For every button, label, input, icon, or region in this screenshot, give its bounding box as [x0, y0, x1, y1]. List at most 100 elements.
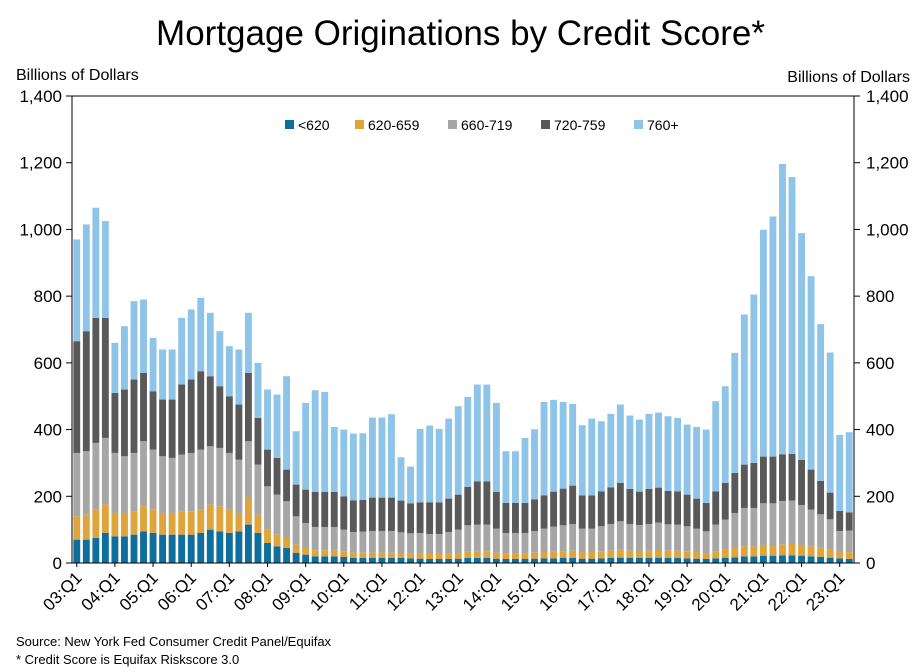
bar-segment-23-Q2-2 [845, 530, 853, 553]
bar-segment-04-Q4-4 [140, 299, 147, 373]
bar-segment-16-Q1-3 [569, 485, 577, 524]
y-tick-label-right: 0 [866, 554, 875, 573]
bar-segment-09-Q1-1 [302, 547, 310, 555]
bar-segment-13-Q3-1 [473, 551, 481, 558]
bar-segment-19-Q4-3 [712, 491, 720, 525]
bar-segment-15-Q2-3 [540, 495, 548, 529]
bar-segment-10-Q4-2 [368, 530, 376, 553]
bar-segment-09-Q4-2 [330, 526, 338, 551]
bar-segment-12-Q2-2 [426, 533, 434, 554]
bar-segment-19-Q1-1 [683, 551, 691, 559]
bar-segment-03-Q4-4 [101, 221, 109, 318]
bar-segment-05-Q2-0 [159, 534, 167, 563]
bar-segment-04-Q1-1 [111, 512, 119, 537]
bar-segment-13-Q1-0 [454, 558, 462, 563]
y-axis-label-left: Billions of Dollars [16, 67, 139, 84]
bar-segment-03-Q3-2 [92, 442, 100, 510]
bar-segment-14-Q3-3 [512, 502, 519, 533]
bar-segment-20-Q2-2 [731, 512, 739, 548]
bar-segment-10-Q2-3 [349, 500, 357, 532]
bar-segment-11-Q3-1 [397, 552, 405, 558]
bar-segment-04-Q3-3 [130, 379, 138, 453]
bar-segment-16-Q3-2 [588, 528, 596, 552]
bar-segment-17-Q1-0 [607, 558, 615, 563]
bar-segment-16-Q2-3 [578, 495, 586, 529]
bar-segment-03-Q1-0 [73, 539, 81, 563]
bar-segment-14-Q3-0 [512, 559, 519, 563]
bar-segment-04-Q1-2 [111, 452, 119, 513]
bar-segment-11-Q4-4 [407, 466, 414, 504]
bar-segment-06-Q1-1 [187, 511, 195, 535]
bar-segment-08-Q2-2 [273, 494, 281, 535]
bar-segment-05-Q4-2 [178, 454, 186, 512]
bar-segment-18-Q1-2 [645, 523, 653, 551]
bar-segment-12-Q1-1 [416, 553, 424, 559]
bar-segment-21-Q3-2 [779, 500, 786, 545]
bar-segment-04-Q3-1 [130, 511, 138, 535]
bar-segment-22-Q3-4 [817, 324, 825, 481]
bar-segment-22-Q2-2 [807, 509, 815, 547]
bar-segment-17-Q2-4 [616, 404, 624, 483]
bar-segment-04-Q4-3 [140, 372, 147, 442]
bar-segment-06-Q1-3 [187, 379, 195, 453]
bar-segment-17-Q4-2 [635, 524, 643, 551]
bar-segment-05-Q4-0 [178, 534, 186, 563]
bar-segment-03-Q2-3 [82, 331, 90, 452]
bar-segment-11-Q1-0 [378, 558, 386, 563]
bar-segment-18-Q3-1 [664, 550, 672, 558]
bar-segment-23-Q2-1 [845, 552, 853, 559]
bar-segment-16-Q3-0 [588, 558, 596, 563]
y-tick-label-left: 200 [34, 487, 62, 506]
bar-segment-03-Q3-4 [92, 207, 100, 318]
bars-layer [73, 164, 853, 563]
bar-segment-11-Q4-0 [407, 558, 414, 563]
bar-segment-21-Q2-3 [769, 456, 777, 504]
bar-segment-18-Q2-4 [655, 412, 662, 488]
bar-segment-18-Q1-3 [645, 488, 653, 524]
bar-segment-17-Q2-3 [616, 482, 624, 522]
bar-segment-22-Q4-2 [826, 519, 834, 550]
bar-segment-07-Q1-3 [225, 396, 233, 453]
bar-segment-22-Q1-4 [798, 233, 805, 460]
bar-segment-20-Q2-4 [731, 352, 739, 473]
bar-segment-15-Q3-1 [550, 551, 558, 559]
bar-segment-08-Q3-4 [283, 376, 291, 470]
legend-swatch [634, 120, 643, 129]
y-tick-label-right: 1,000 [866, 220, 909, 239]
y-tick-label-left: 0 [53, 554, 62, 573]
bar-segment-04-Q2-2 [121, 456, 128, 513]
bar-segment-22-Q1-0 [798, 555, 805, 563]
bar-segment-21-Q2-2 [769, 503, 777, 545]
bar-segment-16-Q2-4 [578, 425, 586, 496]
bar-segment-03-Q4-2 [101, 437, 109, 505]
plot-frame [71, 95, 855, 564]
bar-segment-21-Q3-0 [779, 555, 786, 563]
bar-segment-09-Q4-3 [330, 491, 338, 527]
bar-segment-12-Q3-4 [435, 428, 443, 503]
bar-segment-06-Q1-4 [187, 309, 195, 380]
bar-segment-19-Q3-0 [702, 559, 710, 563]
bar-segment-18-Q3-3 [664, 490, 672, 525]
bar-segment-03-Q3-0 [92, 537, 100, 563]
bar-segment-14-Q1-4 [492, 402, 500, 492]
bar-segment-20-Q3-0 [740, 556, 748, 563]
bar-segment-04-Q2-0 [121, 536, 128, 563]
bar-segment-17-Q2-2 [616, 521, 624, 550]
bar-segment-18-Q2-2 [655, 522, 662, 550]
bar-segment-16-Q1-0 [569, 558, 577, 563]
bar-segment-05-Q2-4 [159, 349, 167, 400]
y-tick-label-right: 1,400 [866, 87, 909, 106]
y-tick-label-left: 600 [34, 354, 62, 373]
bar-segment-10-Q3-0 [359, 558, 367, 563]
bar-segment-10-Q2-1 [349, 552, 357, 558]
bar-segment-21-Q3-3 [779, 454, 786, 501]
bar-segment-21-Q4-0 [788, 555, 796, 563]
bar-segment-15-Q4-3 [559, 488, 567, 526]
bar-segment-07-Q3-3 [244, 372, 252, 442]
bar-segment-17-Q2-0 [616, 557, 624, 563]
bar-segment-15-Q4-4 [559, 401, 567, 489]
bar-segment-06-Q3-2 [206, 446, 214, 505]
bar-segment-13-Q3-4 [473, 384, 481, 482]
bar-segment-19-Q4-2 [712, 524, 720, 552]
bar-segment-20-Q3-1 [740, 546, 748, 557]
